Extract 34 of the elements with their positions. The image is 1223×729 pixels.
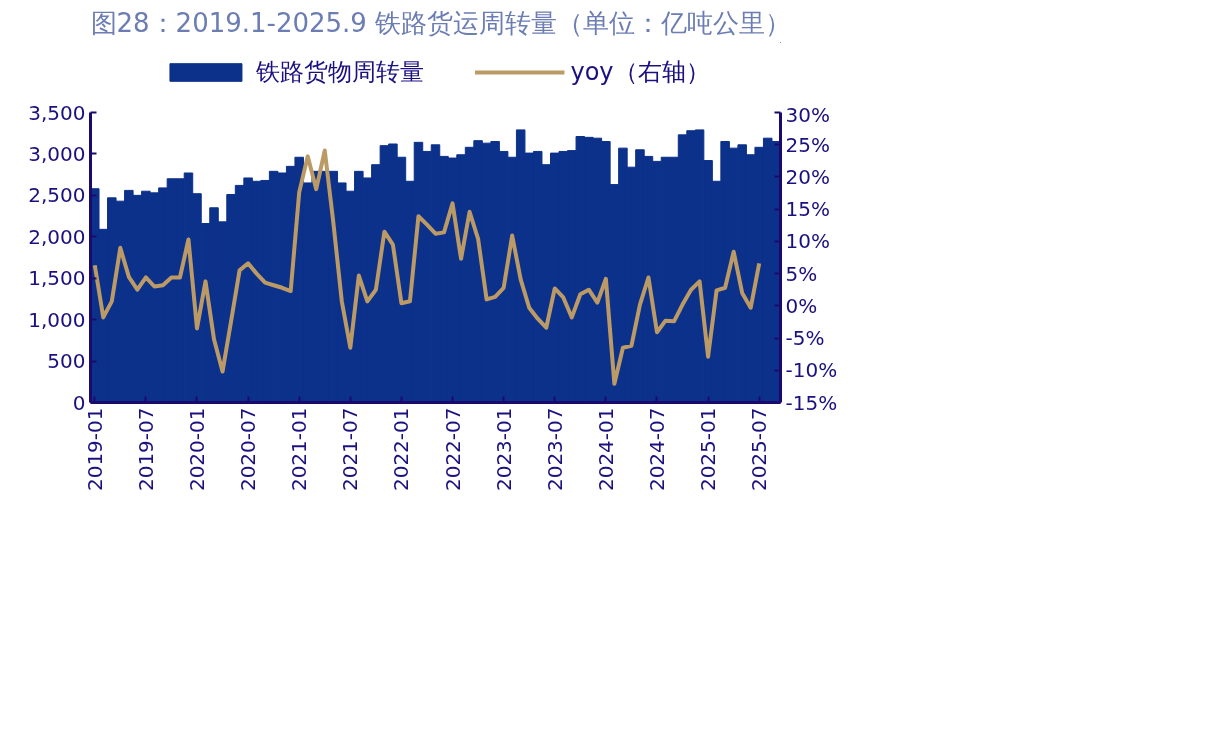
x-tick-label: 2021-01	[287, 407, 312, 492]
x-tick-label: 2024-01	[593, 407, 618, 492]
x-tick-label: 2023-01	[491, 407, 516, 492]
legend-label: 铁路货物周转量	[256, 57, 425, 88]
x-tick-label: 2025-01	[696, 407, 721, 492]
x-tick-label: 2019-07	[133, 407, 158, 492]
legend-label: yoy（右轴）	[570, 57, 710, 88]
y-tick-label: 2,000	[28, 224, 86, 249]
y2-tick-label: -5%	[785, 326, 825, 351]
x-tick-label: 2024-07	[644, 407, 669, 492]
x-tick-label: 2023-07	[542, 407, 567, 492]
y-tick-label: 1,000	[28, 307, 86, 332]
x-tick-label: 2025-07	[747, 407, 772, 492]
line-series	[92, 148, 762, 386]
y-tick-label: 3,500	[28, 100, 86, 125]
x-tick-label: 2022-07	[440, 407, 465, 492]
x-tick-label: 2021-07	[338, 407, 363, 492]
x-tick-label: 2020-01	[184, 407, 209, 492]
y2-tick-label: 25%	[785, 132, 830, 157]
y-tick-label: 2,500	[28, 183, 86, 208]
chart-title: 图28：2019.1-2025.9 铁路货运周转量（单位：亿吨公里）	[90, 7, 792, 38]
y2-tick-label: 15%	[785, 197, 830, 222]
x-tick-label: 2020-07	[236, 407, 261, 492]
y2-tick-label: 0%	[785, 293, 818, 318]
x-tick-label: 2022-01	[389, 407, 414, 492]
y-tick-label: 3,000	[28, 141, 86, 166]
y2-tick-label: -10%	[785, 358, 838, 383]
y-tick-label: 500	[47, 349, 86, 374]
y2-tick-label: 20%	[785, 164, 830, 189]
y-tick-label: 1,500	[28, 266, 86, 291]
y2-tick-label: 5%	[785, 261, 818, 286]
y2-tick-label: 10%	[785, 229, 830, 254]
y2-tick-label: -15%	[785, 390, 838, 415]
y2-tick-label: 30%	[785, 102, 830, 127]
